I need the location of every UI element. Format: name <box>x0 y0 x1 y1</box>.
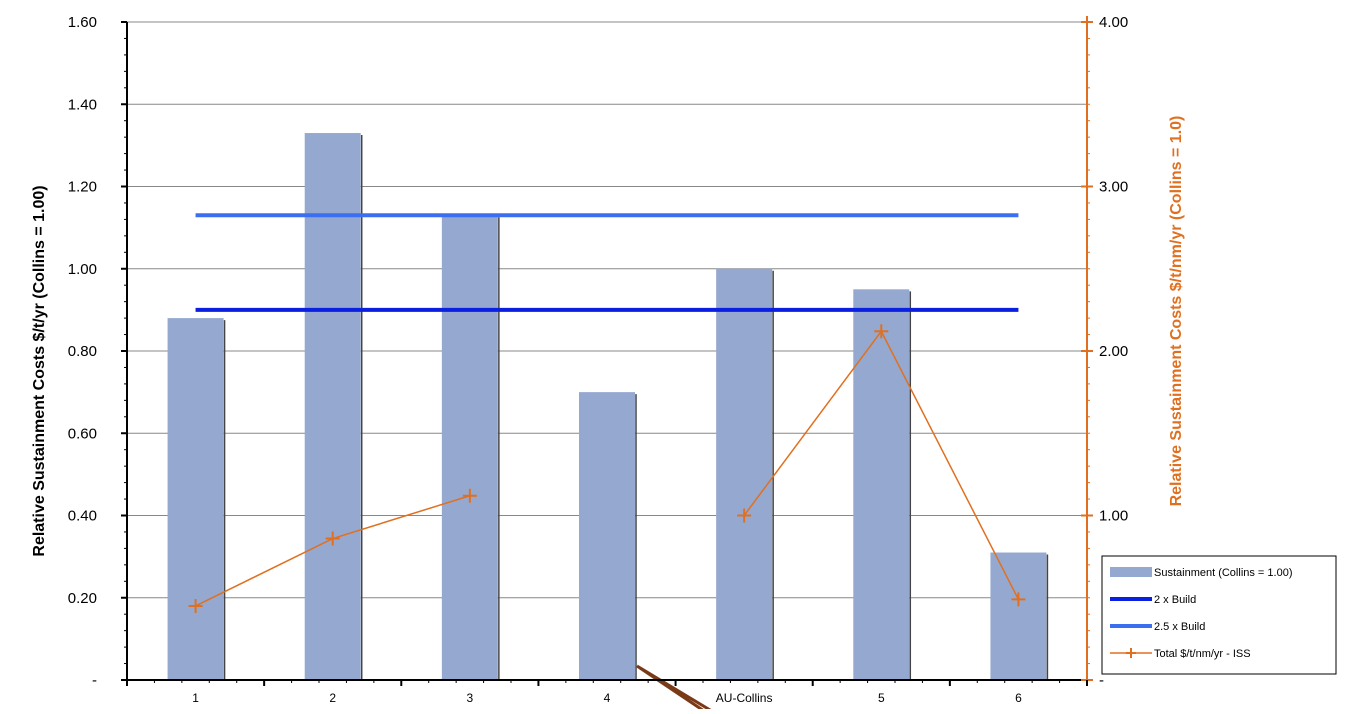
y-tick-label: 1.40 <box>68 96 97 113</box>
y-tick-label: 0.20 <box>68 590 97 607</box>
x-tick-label: 4 <box>604 691 611 705</box>
bar <box>853 289 910 680</box>
y-axis-title: Relative Sustainment Costs $/t/yr (Colli… <box>31 185 48 556</box>
x-tick-label: 2 <box>329 691 336 705</box>
y-tick-label: - <box>92 672 97 689</box>
bar <box>304 133 361 681</box>
y-right-tick-label: 1.00 <box>1099 508 1128 525</box>
bar <box>990 552 1047 680</box>
bar <box>441 215 498 680</box>
series-marker <box>325 531 340 546</box>
legend-label: 2 x Build <box>1154 594 1196 606</box>
y-tick-label: 1.20 <box>68 179 97 196</box>
x-tick-label: 1 <box>192 691 199 705</box>
legend-label: Total $/t/nm/yr - ISS <box>1154 648 1251 660</box>
y-right-tick-label: 4.00 <box>1099 14 1128 31</box>
y-tick-label: 0.60 <box>68 425 97 442</box>
y-right-axis-title: Relative Sustainment Costs $/t/nm/yr (Co… <box>1168 116 1185 507</box>
legend-label: 2.5 x Build <box>1154 621 1205 633</box>
y-tick-label: 0.80 <box>68 343 97 360</box>
bar <box>716 268 773 680</box>
y-right-tick-label: 2.00 <box>1099 343 1128 360</box>
y-tick-label: 0.40 <box>68 508 97 525</box>
series-marker <box>462 488 477 503</box>
bar <box>579 392 635 680</box>
series-marker <box>1011 592 1026 607</box>
legend-marker <box>1126 648 1136 658</box>
y-tick-label: 1.60 <box>68 14 97 31</box>
x-tick-label: 3 <box>467 691 474 705</box>
series-marker <box>737 508 752 523</box>
x-tick-label: AU-Collins <box>716 691 773 705</box>
annotation-arrow <box>636 664 716 714</box>
bar <box>167 318 224 680</box>
y-right-tick-label: 3.00 <box>1099 179 1128 196</box>
y-right-tick-label: - <box>1099 672 1104 689</box>
series-marker <box>874 324 889 339</box>
series-marker <box>188 598 203 613</box>
y-tick-label: 1.00 <box>68 261 97 278</box>
legend-label: Sustainment (Collins = 1.00) <box>1154 567 1292 579</box>
x-tick-label: 6 <box>1015 691 1022 705</box>
legend-swatch <box>1110 567 1152 577</box>
x-tick-label: 5 <box>878 691 885 705</box>
